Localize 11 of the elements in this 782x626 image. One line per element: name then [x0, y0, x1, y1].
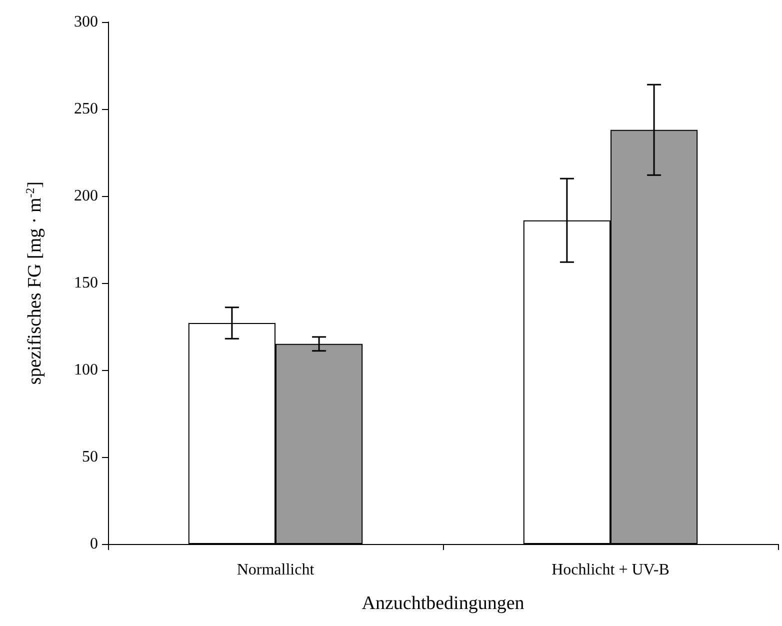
y-tick-label: 250	[74, 100, 98, 118]
y-tick-label: 200	[74, 188, 98, 204]
y-tick-label: 300	[74, 14, 98, 30]
y-tick-label: 100	[74, 362, 98, 378]
y-tick-label: 50	[82, 448, 98, 466]
y-axis-title: spezifisches FG [mg · m-2]	[23, 181, 46, 385]
x-tick-label: Hochlicht + UV-B	[552, 562, 670, 578]
x-axis-title: Anzuchtbedingungen	[362, 593, 525, 614]
y-tick-label: 0	[90, 536, 98, 552]
y-tick-label: 150	[74, 274, 98, 292]
x-tick-label: Normallicht	[236, 562, 315, 578]
